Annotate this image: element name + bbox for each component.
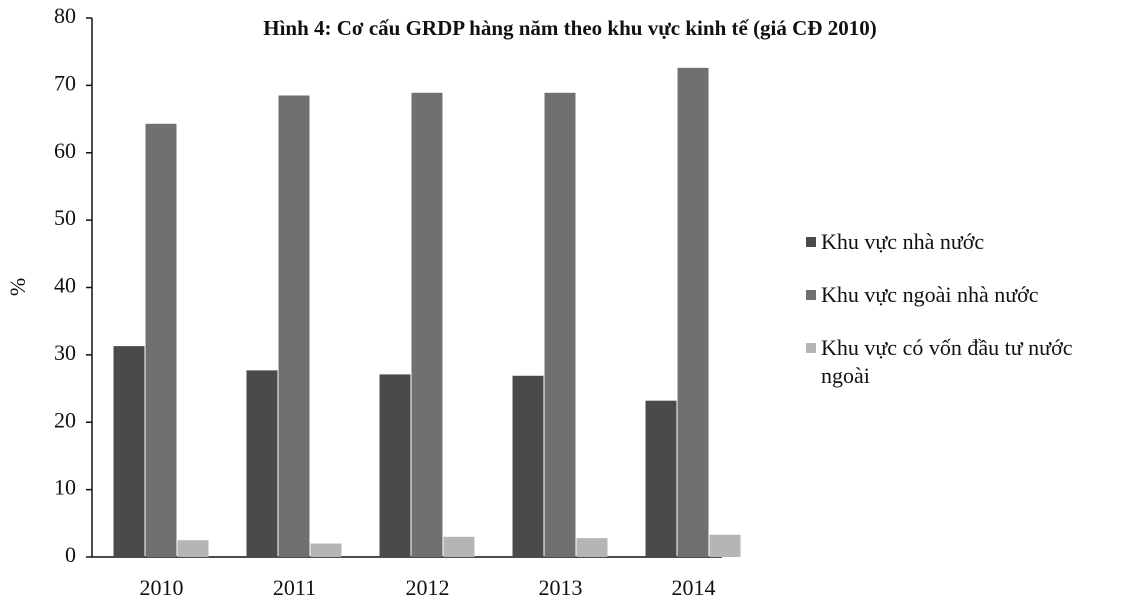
x-tick-label: 2010 — [140, 575, 184, 600]
legend-swatch — [806, 343, 816, 353]
bar — [177, 540, 209, 557]
y-tick-label: 30 — [54, 340, 76, 365]
y-tick-label: 0 — [65, 542, 76, 567]
bar — [278, 95, 310, 557]
legend-label: Khu vực nhà nước — [821, 229, 985, 254]
bar — [512, 375, 544, 557]
legend-item: Khu vực nhà nước — [806, 228, 1126, 256]
legend-swatch — [806, 290, 816, 300]
y-tick-label: 20 — [54, 407, 76, 432]
legend-label: Khu vực có vốn đầu tư nước ngoài — [821, 335, 1073, 388]
y-tick-label: 70 — [54, 70, 76, 95]
legend-item: Khu vực ngoài nhà nước — [806, 281, 1126, 309]
legend-label: Khu vực ngoài nhà nước — [821, 282, 1039, 307]
bar — [113, 346, 145, 557]
y-tick-label: 40 — [54, 273, 76, 298]
bar — [379, 374, 411, 557]
bar — [310, 543, 342, 557]
y-axis-label: % — [5, 278, 30, 296]
chart-title: Hình 4: Cơ cấu GRDP hàng năm theo khu vự… — [263, 16, 876, 40]
bar — [576, 538, 608, 557]
bar — [544, 92, 576, 557]
y-tick-label: 60 — [54, 138, 76, 163]
legend: Khu vực nhà nước Khu vực ngoài nhà nước Kh… — [806, 228, 1126, 415]
y-tick-label: 50 — [54, 205, 76, 230]
bar — [677, 67, 709, 558]
legend-swatch — [806, 237, 816, 247]
x-tick-label: 2011 — [273, 575, 316, 600]
y-tick-label: 10 — [54, 475, 76, 500]
bar — [246, 370, 278, 557]
x-tick-label: 2013 — [539, 575, 583, 600]
legend-item: Khu vực có vốn đầu tư nước ngoài — [806, 334, 1126, 390]
bar — [709, 534, 741, 557]
x-tick-label: 2012 — [406, 575, 450, 600]
bar — [443, 536, 475, 557]
bar — [145, 123, 177, 557]
bar — [645, 400, 677, 557]
y-tick-label: 80 — [54, 3, 76, 28]
bar — [411, 92, 443, 557]
x-tick-label: 2014 — [672, 575, 716, 600]
